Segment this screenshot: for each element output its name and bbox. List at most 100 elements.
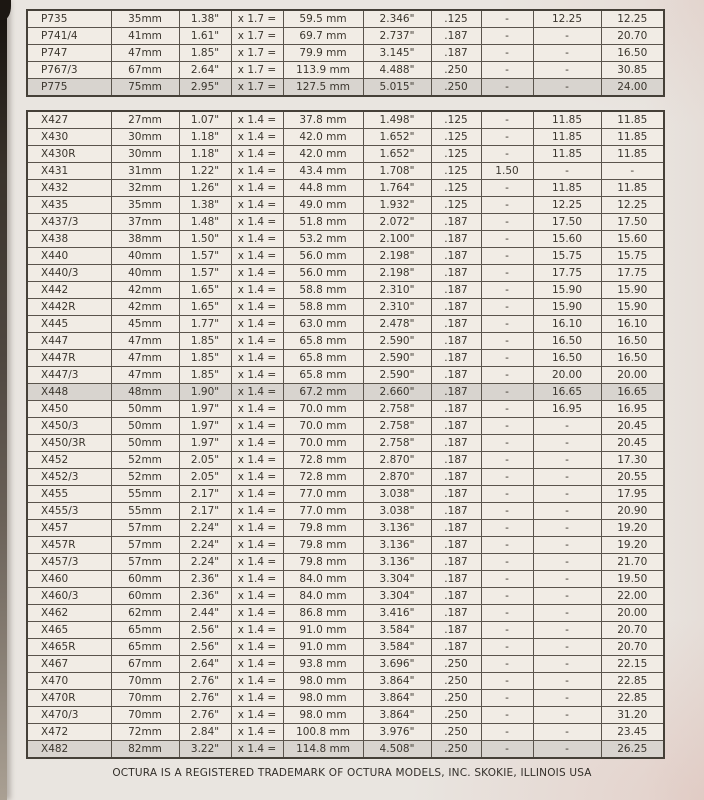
cell: -: [532, 706, 602, 724]
cell: 1.61": [178, 27, 232, 45]
cell: 3.584": [362, 638, 432, 656]
cell: X462: [26, 604, 112, 622]
cell: x 1.7 =: [230, 44, 284, 62]
table-row: X430 30mm 1.18" x 1.4 = 42.0 mm 1.652" .125-11…: [26, 128, 665, 146]
cell: -: [480, 468, 534, 486]
cell: 17.75: [532, 264, 602, 282]
cell: .125: [430, 110, 482, 129]
cell: 1.97": [178, 434, 232, 452]
cell: -: [480, 281, 534, 299]
table-row: X450 50mm 1.97" x 1.4 = 70.0 mm 2.758" .187-16…: [26, 400, 665, 418]
cell: x 1.4 =: [230, 689, 284, 707]
cell: .187: [430, 366, 482, 384]
cell: 2.100": [362, 230, 432, 248]
cell: 16.10: [600, 315, 665, 333]
cell: 2.56": [178, 638, 232, 656]
cell: X438: [26, 230, 112, 248]
table-row: X457 57mm 2.24" x 1.4 = 79.8 mm 3.136" .187- -1…: [26, 519, 665, 537]
cell: -: [480, 9, 534, 28]
cell: 17.75: [600, 264, 665, 282]
cell: 16.10: [532, 315, 602, 333]
cell: 3.416": [362, 604, 432, 622]
cell: x 1.4 =: [230, 162, 284, 180]
table-row: P735 35mm 1.38" x 1.7 = 59.5 mm 2.346" .125-12…: [26, 9, 665, 28]
cell: -: [480, 179, 534, 197]
cell: X437/3: [26, 213, 112, 231]
cell: 17.50: [600, 213, 665, 231]
cell: .187: [430, 44, 482, 62]
cell: 47mm: [110, 349, 180, 367]
cell: x 1.4 =: [230, 723, 284, 741]
table-row: X467 67mm 2.64" x 1.4 = 93.8 mm 3.696" .250- -2…: [26, 655, 665, 673]
table-row: P741/4 41mm 1.61" x 1.7 = 69.7 mm 2.737" .187-…: [26, 27, 665, 45]
cell: -: [532, 417, 602, 435]
cell: x 1.4 =: [230, 706, 284, 724]
cell: X450: [26, 400, 112, 418]
cell: -: [480, 655, 534, 673]
cell: 1.65": [178, 298, 232, 316]
cell: 21.70: [600, 553, 665, 571]
cell: 3.145": [362, 44, 432, 62]
cell: 70.0 mm: [282, 417, 364, 435]
cell: -: [480, 740, 534, 759]
cell: x 1.4 =: [230, 485, 284, 503]
cell: 2.24": [178, 553, 232, 571]
cell: 86.8 mm: [282, 604, 364, 622]
cell: 15.60: [532, 230, 602, 248]
cell: -: [480, 672, 534, 690]
cell: X440: [26, 247, 112, 265]
cell: 22.15: [600, 655, 665, 673]
cell: 15.75: [532, 247, 602, 265]
cell: 31.20: [600, 706, 665, 724]
cell: 70mm: [110, 672, 180, 690]
cell: 52mm: [110, 468, 180, 486]
cell: 2.198": [362, 247, 432, 265]
cell: .187: [430, 281, 482, 299]
table-row: X470 70mm 2.76" x 1.4 = 98.0 mm 3.864" .250- -2…: [26, 672, 665, 690]
cell: .187: [430, 383, 482, 401]
cell: 2.76": [178, 689, 232, 707]
table-row: X460/3 60mm 2.36" x 1.4 = 84.0 mm 3.304" .187-…: [26, 587, 665, 605]
cell: x 1.4 =: [230, 655, 284, 673]
table-row: X457R 57mm 2.24" x 1.4 = 79.8 mm 3.136" .187- -…: [26, 536, 665, 554]
cell: .187: [430, 27, 482, 45]
cell: -: [532, 451, 602, 469]
cell: -: [532, 604, 602, 622]
cell: 12.25: [532, 9, 602, 28]
cell: 77.0 mm: [282, 485, 364, 503]
cell: 30.85: [600, 61, 665, 79]
cell: 3.136": [362, 536, 432, 554]
cell: 2.95": [178, 78, 232, 97]
cell: 1.18": [178, 128, 232, 146]
cell: 2.24": [178, 536, 232, 554]
cell: 16.50: [600, 44, 665, 62]
cell: .187: [430, 553, 482, 571]
cell: 79.8 mm: [282, 536, 364, 554]
cell: -: [532, 740, 602, 759]
cell: 1.22": [178, 162, 232, 180]
cell: x 1.4 =: [230, 213, 284, 231]
table-row: X452 52mm 2.05" x 1.4 = 72.8 mm 2.870" .187- -1…: [26, 451, 665, 469]
cell: -: [532, 570, 602, 588]
cell: .125: [430, 196, 482, 214]
cell: 1.498": [362, 110, 432, 129]
cell: 72.8 mm: [282, 468, 364, 486]
cell: 2.17": [178, 485, 232, 503]
cell: 1.97": [178, 400, 232, 418]
cell: x 1.4 =: [230, 587, 284, 605]
cell: -: [532, 434, 602, 452]
table-row: X442 42mm 1.65" x 1.4 = 58.8 mm 2.310" .187-15…: [26, 281, 665, 299]
cell: 65mm: [110, 638, 180, 656]
cell: 72.8 mm: [282, 451, 364, 469]
table-row: X470R 70mm 2.76" x 1.4 = 98.0 mm 3.864" .250- -…: [26, 689, 665, 707]
cell: 3.22": [178, 740, 232, 759]
cell: 79.8 mm: [282, 519, 364, 537]
cell: 1.652": [362, 145, 432, 163]
cell: -: [480, 44, 534, 62]
cell: 16.50: [600, 332, 665, 350]
cell: 1.65": [178, 281, 232, 299]
cell: 1.48": [178, 213, 232, 231]
cell: X432: [26, 179, 112, 197]
cell: x 1.4 =: [230, 128, 284, 146]
cell: 1.764": [362, 179, 432, 197]
